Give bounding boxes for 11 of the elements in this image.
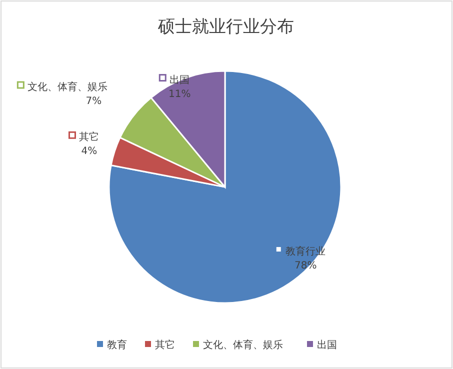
text: 文化、体育、娱乐 (28, 80, 108, 93)
pie-slice (108, 70, 342, 304)
data-label: 7% (86, 96, 102, 107)
legend-label: 其它 (155, 339, 175, 351)
legend-label: 文化、体育、娱乐 (203, 339, 283, 351)
legend-label: 出国 (317, 339, 337, 351)
data-label: 4% (81, 146, 98, 158)
legend-label: 教育 (107, 339, 127, 351)
text: 其它 (79, 131, 100, 144)
data-label: 11% (168, 88, 191, 100)
chart-title: 硕士就业行业分布 (157, 17, 294, 37)
